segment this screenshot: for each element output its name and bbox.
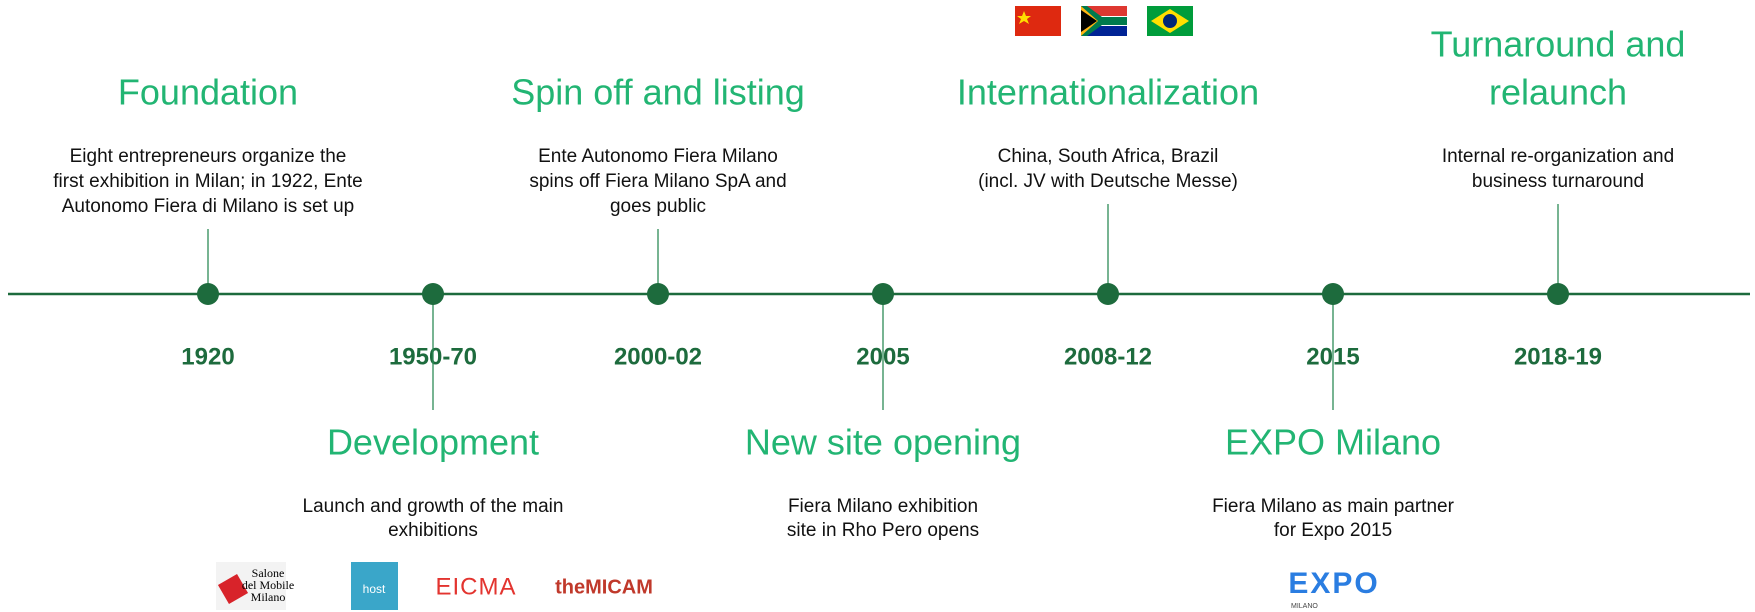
flag-south-africa: [1081, 6, 1127, 36]
timeline-node: [1097, 283, 1119, 305]
event-title: Turnaround and: [1431, 24, 1686, 65]
logo-salone: Salone del Mobile Milano: [216, 562, 294, 610]
event-title: Foundation: [118, 72, 298, 113]
event-title: Spin off and listing: [511, 72, 805, 113]
year-label: 2008-12: [1064, 343, 1152, 370]
timeline-node: [1322, 283, 1344, 305]
timeline-node: [872, 283, 894, 305]
flag-china: [1015, 6, 1061, 36]
year-label: 1920: [181, 343, 234, 370]
year-label: 2000-02: [614, 343, 702, 370]
timeline-node: [647, 283, 669, 305]
event-description: spins off Fiera Milano SpA and: [529, 171, 786, 192]
event-title: Internationalization: [957, 72, 1259, 113]
event-description: site in Rho Pero opens: [787, 520, 979, 541]
logo-text: Salone: [252, 566, 285, 580]
year-label: 2018-19: [1514, 343, 1602, 370]
event-description: for Expo 2015: [1274, 520, 1392, 541]
event-description: Fiera Milano exhibition: [788, 496, 978, 517]
logo-micam: theMICAM: [555, 576, 653, 598]
logo-expo: EXPO: [1288, 567, 1379, 600]
logo-eicma: EICMA: [435, 573, 516, 600]
event-description: Launch and growth of the main: [303, 496, 564, 517]
event-description: (incl. JV with Deutsche Messe): [978, 171, 1238, 192]
logo-expo-sub: MILANO: [1291, 603, 1318, 610]
event-title: EXPO Milano: [1225, 422, 1441, 463]
event-description: first exhibition in Milan; in 1922, Ente: [53, 171, 362, 192]
event-description: business turnaround: [1472, 171, 1644, 192]
timeline-node: [197, 283, 219, 305]
event-description: Autonomo Fiera di Milano is set up: [62, 196, 355, 217]
logo-text: host: [363, 582, 386, 596]
event-description: Ente Autonomo Fiera Milano: [538, 146, 778, 167]
event-title: New site opening: [745, 422, 1021, 463]
event-description: China, South Africa, Brazil: [998, 146, 1219, 167]
event-description: Internal re-organization and: [1442, 146, 1674, 167]
logo-text: Milano: [251, 590, 286, 604]
event-description: goes public: [610, 196, 706, 217]
event-description: Fiera Milano as main partner: [1212, 496, 1454, 517]
event-description: exhibitions: [388, 520, 478, 541]
flag-brazil: [1147, 6, 1193, 36]
logo-host: host: [351, 562, 398, 610]
timeline-node: [422, 283, 444, 305]
logo-text: del Mobile: [242, 578, 294, 592]
event-description: Eight entrepreneurs organize the: [70, 146, 347, 167]
timeline-node: [1547, 283, 1569, 305]
event-title: relaunch: [1489, 72, 1627, 113]
event-title: Development: [327, 422, 539, 463]
